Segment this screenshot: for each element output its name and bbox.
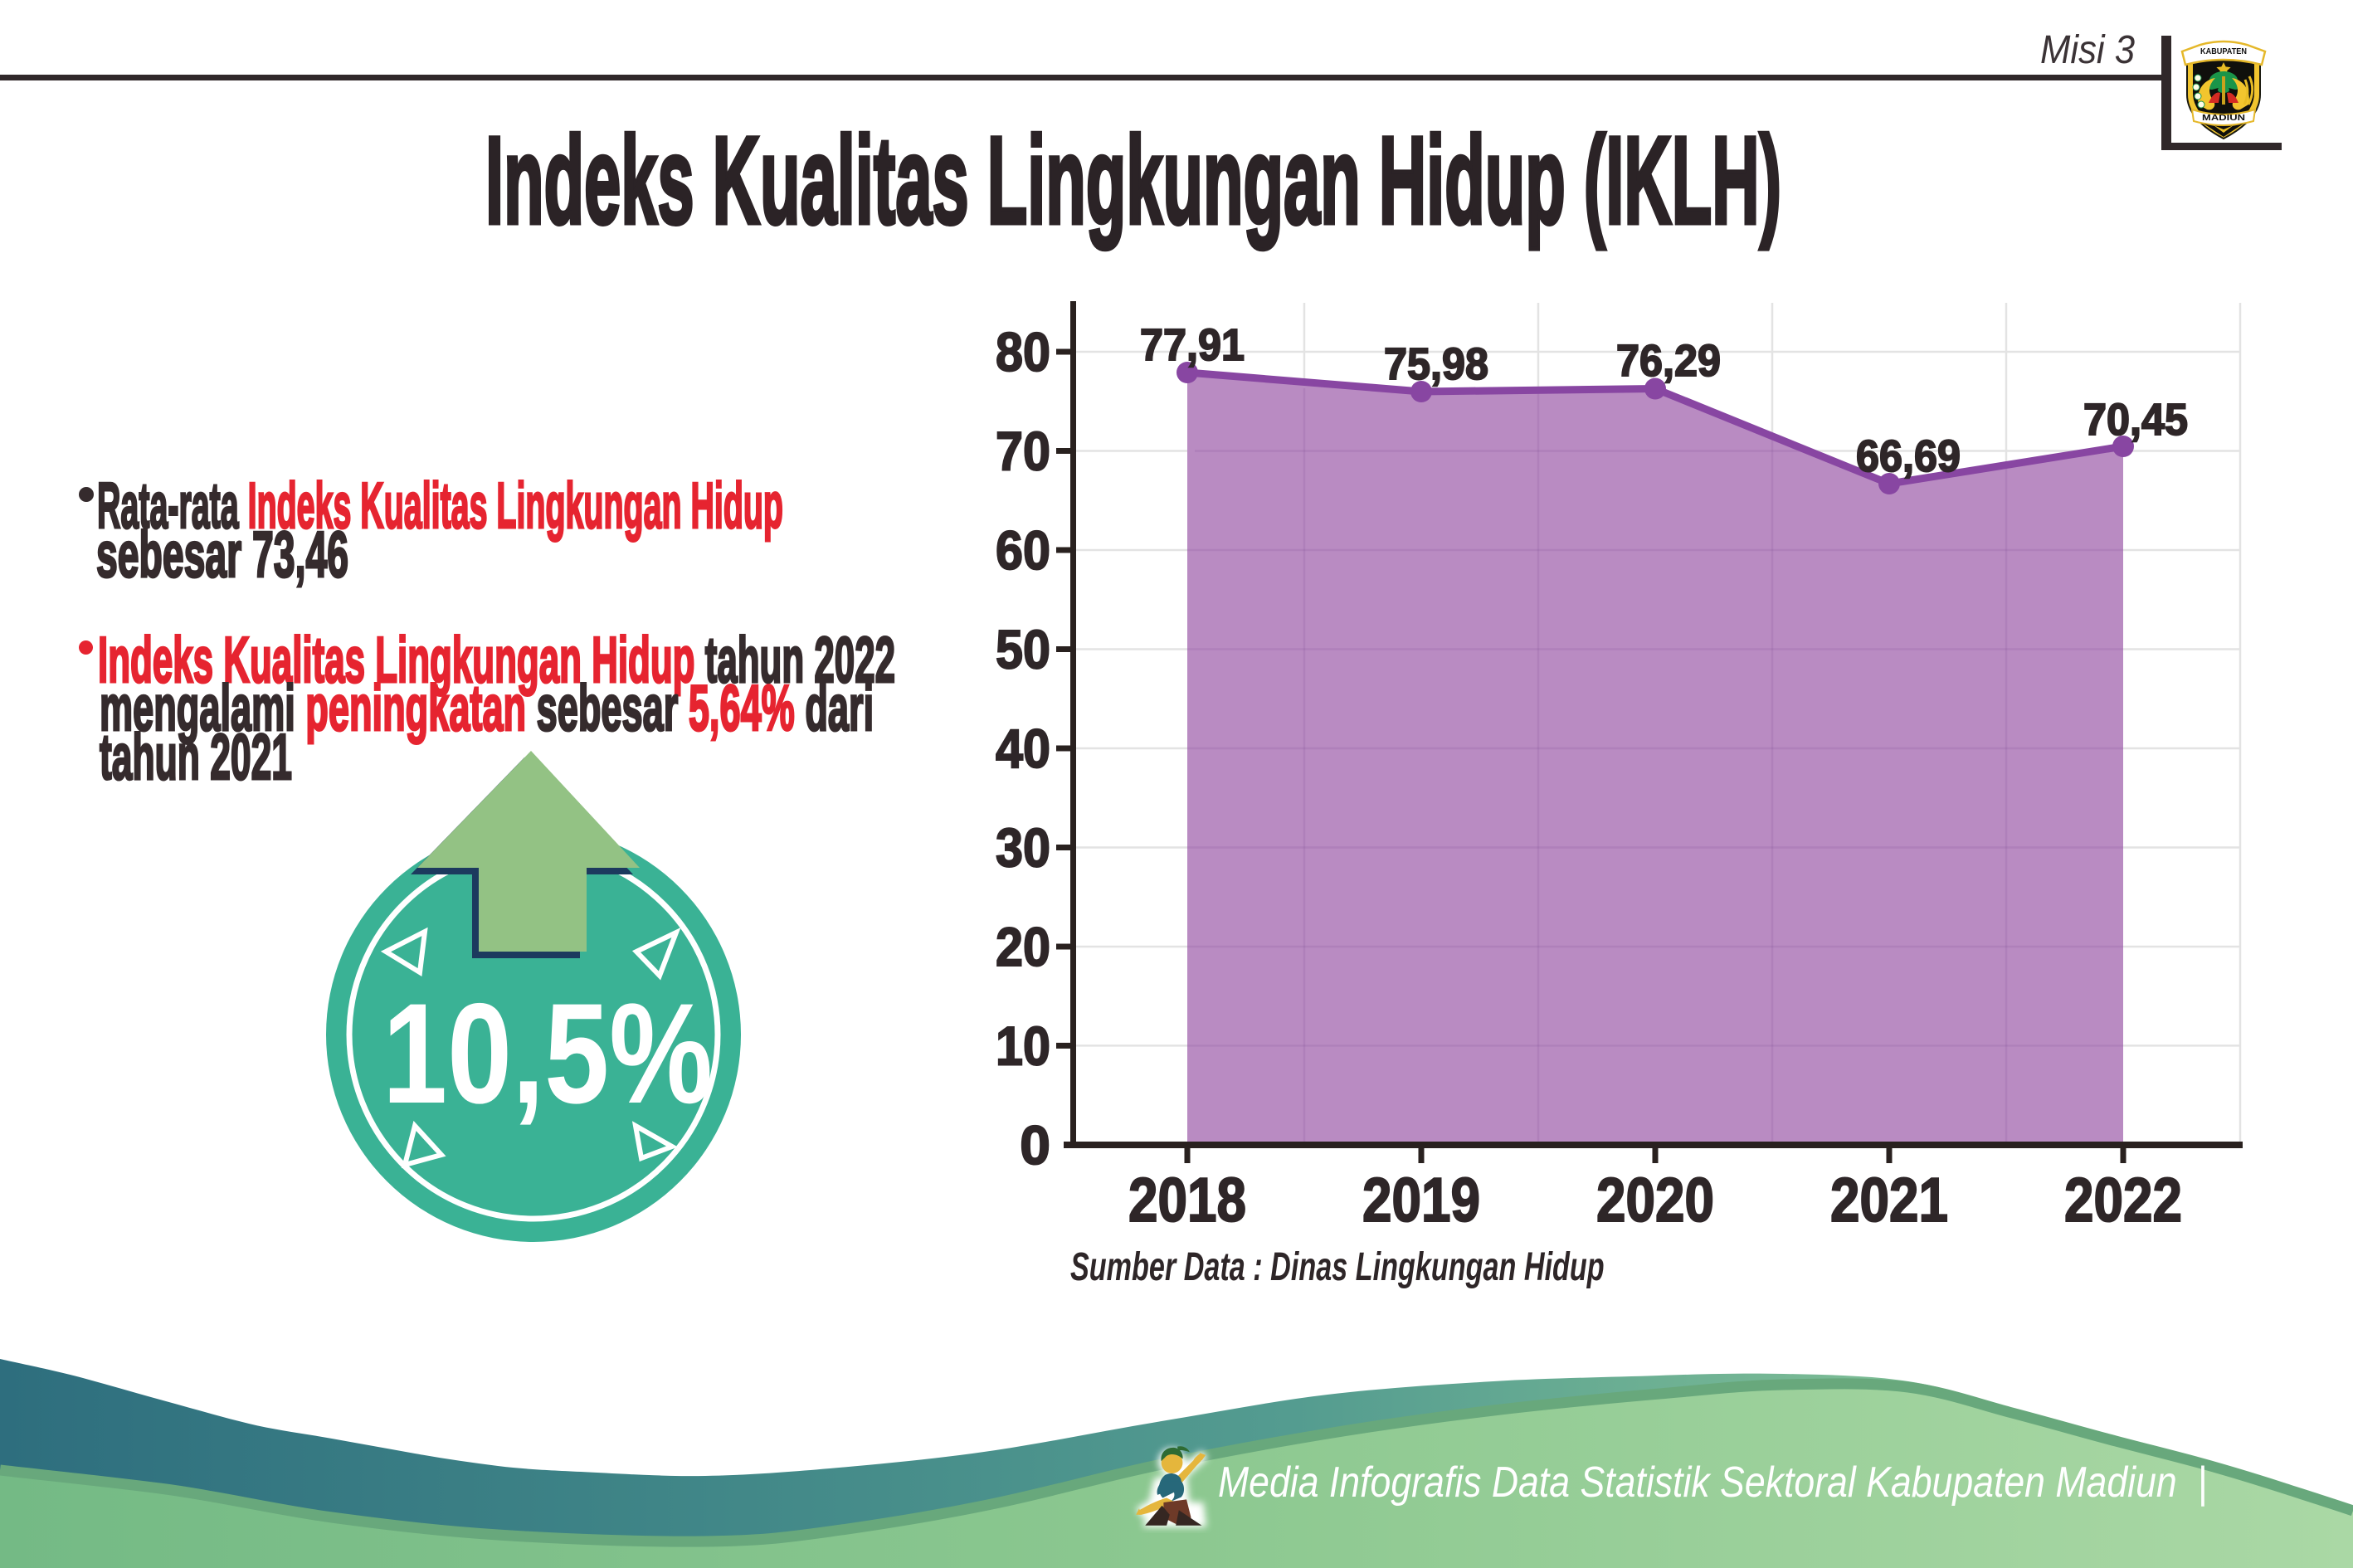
svg-text:60: 60	[996, 519, 1050, 581]
svg-text:30: 30	[996, 817, 1050, 879]
svg-text:66,69: 66,69	[1856, 431, 1961, 481]
svg-text:80: 80	[996, 321, 1050, 382]
svg-text:MADIUN: MADIUN	[2202, 114, 2245, 123]
svg-text:KABUPATEN: KABUPATEN	[2200, 47, 2247, 56]
svg-text:40: 40	[996, 718, 1050, 779]
svg-text:75,98: 75,98	[1384, 339, 1488, 389]
svg-text:2019: 2019	[1362, 1165, 1480, 1234]
svg-text:77,91: 77,91	[1140, 320, 1245, 370]
svg-text:20: 20	[996, 916, 1050, 977]
svg-text:2018: 2018	[1128, 1165, 1246, 1234]
svg-text:2020: 2020	[1596, 1165, 1714, 1234]
svg-text:2021: 2021	[1830, 1165, 1948, 1234]
svg-text:70: 70	[996, 421, 1050, 482]
svg-text:10: 10	[996, 1015, 1050, 1076]
svg-text:10,5%: 10,5%	[382, 974, 713, 1133]
svg-text:70,45: 70,45	[2083, 395, 2188, 445]
svg-text:0: 0	[1020, 1114, 1050, 1176]
svg-text:2022: 2022	[2064, 1165, 2182, 1234]
svg-text:50: 50	[996, 619, 1050, 680]
svg-text:76,29: 76,29	[1616, 336, 1721, 386]
